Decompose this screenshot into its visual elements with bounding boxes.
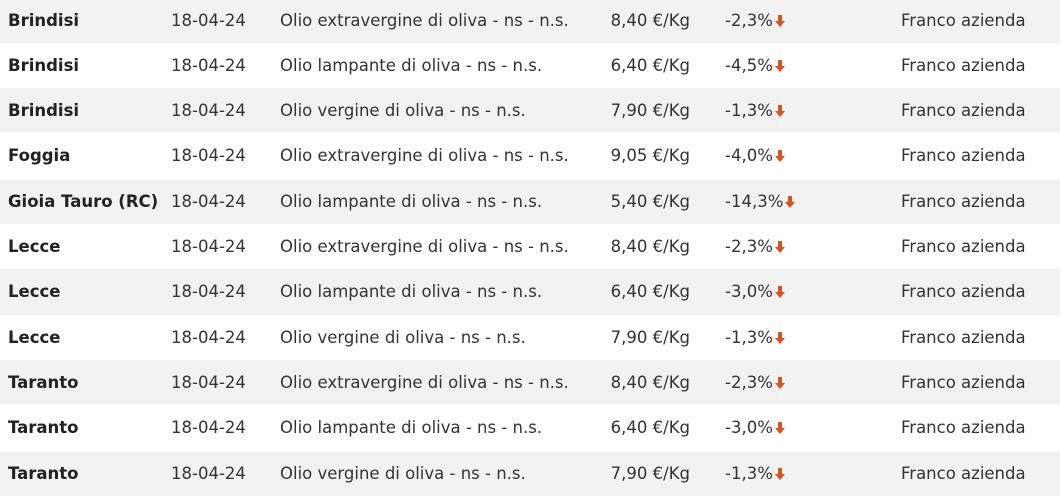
delivery: Franco azienda: [901, 463, 1026, 483]
change: -3,0%: [725, 282, 773, 302]
change: -14,3%: [725, 191, 784, 211]
table-row: Taranto 18-04-24 Olio vergine di oliva - n…: [0, 450, 1060, 496]
table-row: Brindisi 18-04-24 Olio lampante di oliva -…: [0, 43, 1060, 88]
product: Olio vergine di oliva - ns - n.s.: [280, 463, 526, 483]
down-arrow: [775, 376, 785, 389]
price: 7,90 €/Kg: [610, 101, 690, 121]
city: Brindisi: [8, 101, 80, 121]
down-arrow: [785, 195, 795, 208]
table-row: Gioia Tauro (RC) 18-04-24 Olio lampante di…: [0, 178, 1060, 224]
product: Olio extravergine di oliva - ns - n.s.: [280, 372, 569, 392]
price: 9,05 €/Kg: [610, 146, 690, 166]
table-row: Taranto 18-04-24 Olio lampante di oliva - …: [0, 405, 1060, 450]
city: Taranto: [8, 372, 79, 392]
change: -2,3%: [725, 10, 773, 30]
table-row: Brindisi 18-04-24 Olio vergine di oliva - …: [0, 88, 1060, 134]
delivery: Franco azienda: [901, 237, 1026, 256]
table-row: Taranto 18-04-24 Olio extravergine di oliv…: [0, 359, 1060, 406]
city: Lecce: [8, 282, 61, 302]
date: 18-04-24: [171, 101, 246, 121]
date: 18-04-24: [171, 327, 246, 347]
product: Olio extravergine di oliva - ns - n.s.: [280, 10, 569, 30]
down-arrow: [775, 59, 785, 72]
city: Foggia: [8, 146, 71, 166]
price: 7,90 €/Kg: [610, 327, 690, 347]
price: 6,40 €/Kg: [610, 282, 690, 302]
date: 18-04-24: [171, 237, 246, 256]
delivery: Franco azienda: [901, 372, 1026, 392]
change: -1,3%: [725, 101, 773, 121]
date: 18-04-24: [171, 55, 246, 75]
city: Lecce: [8, 327, 61, 347]
date: 18-04-24: [171, 372, 246, 392]
price: 5,40 €/Kg: [610, 191, 690, 211]
product: Olio vergine di oliva - ns - n.s.: [280, 101, 526, 121]
date: 18-04-24: [171, 463, 246, 483]
delivery: Franco azienda: [901, 146, 1026, 166]
city: Lecce: [8, 237, 61, 256]
change: -2,3%: [725, 237, 773, 256]
city: Brindisi: [8, 55, 80, 75]
price: 8,40 €/Kg: [610, 10, 690, 30]
price: 8,40 €/Kg: [610, 372, 690, 392]
change: -4,0%: [725, 146, 773, 166]
city: Brindisi: [8, 10, 80, 30]
table-row: Foggia 18-04-24 Olio extravergine di oliva…: [0, 133, 1060, 178]
down-arrow: [775, 286, 785, 299]
change: -1,3%: [725, 327, 773, 347]
product: Olio vergine di oliva - ns - n.s.: [280, 327, 526, 347]
date: 18-04-24: [171, 282, 246, 302]
city: Gioia Tauro (RC): [8, 191, 159, 211]
down-arrow: [775, 150, 785, 163]
delivery: Franco azienda: [901, 55, 1026, 75]
delivery: Franco azienda: [901, 101, 1026, 121]
change: -1,3%: [725, 463, 773, 483]
down-arrow: [775, 467, 785, 480]
delivery: Franco azienda: [901, 418, 1026, 438]
table-row: Lecce 18-04-24 Olio vergine di oliva - ns …: [0, 315, 1060, 360]
date: 18-04-24: [171, 10, 246, 30]
down-arrow: [775, 422, 785, 435]
down-arrow: [775, 331, 785, 344]
date: 18-04-24: [171, 191, 246, 211]
delivery: Franco azienda: [901, 10, 1026, 30]
product: Olio extravergine di oliva - ns - n.s.: [280, 237, 569, 256]
delivery: Franco azienda: [901, 327, 1026, 347]
date: 18-04-24: [171, 418, 246, 438]
down-arrow: [775, 105, 785, 118]
city: Taranto: [8, 463, 79, 483]
city: Taranto: [8, 418, 79, 438]
price: 8,40 €/Kg: [610, 237, 690, 256]
delivery: Franco azienda: [901, 282, 1026, 302]
change: -4,5%: [725, 55, 773, 75]
table-row: Brindisi 18-04-24 Olio extravergine di oli…: [0, 0, 1060, 43]
table-row: Lecce 18-04-24 Olio lampante di oliva - ns…: [0, 269, 1060, 315]
date: 18-04-24: [171, 146, 246, 166]
product: Olio lampante di oliva - ns - n.s.: [280, 418, 543, 438]
table-row: Lecce 18-04-24 Olio extravergine di oliva …: [0, 224, 1060, 269]
price: 6,40 €/Kg: [610, 418, 690, 438]
change: -3,0%: [725, 418, 773, 438]
price: 7,90 €/Kg: [610, 463, 690, 483]
change: -2,3%: [725, 372, 773, 392]
price: 6,40 €/Kg: [610, 55, 690, 75]
delivery: Franco azienda: [901, 191, 1026, 211]
down-arrow: [775, 241, 785, 253]
product: Olio lampante di oliva - ns - n.s.: [280, 282, 543, 302]
product: Olio lampante di oliva - ns - n.s.: [280, 191, 543, 211]
product: Olio lampante di oliva - ns - n.s.: [280, 55, 543, 75]
down-arrow: [775, 14, 785, 27]
product: Olio extravergine di oliva - ns - n.s.: [280, 146, 569, 166]
